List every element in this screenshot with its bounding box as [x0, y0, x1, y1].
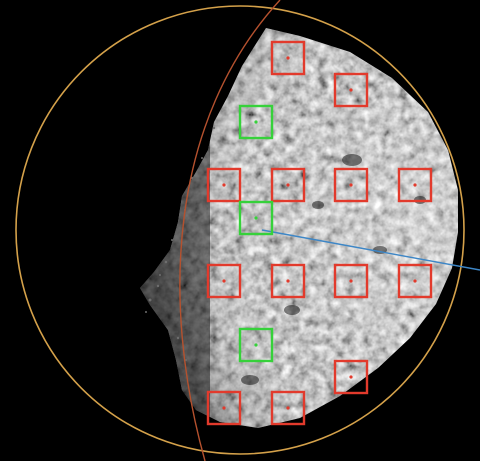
- marker-box[interactable]: [333, 359, 369, 395]
- marker-center-dot: [413, 279, 417, 283]
- marker-box[interactable]: [206, 167, 242, 203]
- marker-box[interactable]: [333, 72, 369, 108]
- marker-box[interactable]: [270, 40, 306, 76]
- marker-rejected-4[interactable]: [206, 167, 242, 203]
- marker-center-dot: [222, 406, 226, 410]
- terminator-arc: [179, 0, 281, 461]
- limb-fragments: [145, 126, 216, 361]
- marker-rejected-14[interactable]: [333, 359, 369, 395]
- marker-center-dot: [286, 56, 290, 60]
- marker-center-dot: [349, 375, 353, 379]
- marker-center-dot: [349, 88, 353, 92]
- sample-site-markers: [206, 40, 433, 426]
- marker-box[interactable]: [206, 390, 242, 426]
- marker-box[interactable]: [397, 167, 433, 203]
- marker-center-dot: [254, 216, 258, 220]
- marker-center-dot: [286, 406, 290, 410]
- marker-rejected-12[interactable]: [397, 263, 433, 299]
- marker-box[interactable]: [270, 167, 306, 203]
- marker-center-dot: [254, 120, 258, 124]
- marker-box[interactable]: [206, 263, 242, 299]
- marker-box[interactable]: [238, 104, 274, 140]
- marker-box[interactable]: [397, 263, 433, 299]
- marker-selected-8[interactable]: [238, 200, 274, 236]
- marker-center-dot: [286, 183, 290, 187]
- marker-box[interactable]: [270, 263, 306, 299]
- sun-vector-line: [261, 229, 480, 271]
- marker-rejected-5[interactable]: [270, 167, 306, 203]
- marker-box[interactable]: [270, 390, 306, 426]
- limb-circle-outline: [15, 5, 465, 455]
- marker-center-dot: [222, 279, 226, 283]
- marker-box[interactable]: [333, 167, 369, 203]
- marker-center-dot: [254, 343, 258, 347]
- marker-center-dot: [349, 183, 353, 187]
- marker-box[interactable]: [238, 200, 274, 236]
- marker-selected-3[interactable]: [238, 104, 274, 140]
- marker-center-dot: [349, 279, 353, 283]
- marker-rejected-6[interactable]: [333, 167, 369, 203]
- marker-center-dot: [413, 183, 417, 187]
- marker-rejected-9[interactable]: [206, 263, 242, 299]
- marker-rejected-1[interactable]: [270, 40, 306, 76]
- marker-center-dot: [286, 279, 290, 283]
- marker-box[interactable]: [333, 263, 369, 299]
- marker-rejected-15[interactable]: [206, 390, 242, 426]
- marker-rejected-7[interactable]: [397, 167, 433, 203]
- marker-rejected-2[interactable]: [333, 72, 369, 108]
- marker-selected-13[interactable]: [238, 327, 274, 363]
- marker-rejected-10[interactable]: [270, 263, 306, 299]
- marker-center-dot: [222, 183, 226, 187]
- marker-rejected-16[interactable]: [270, 390, 306, 426]
- marker-box[interactable]: [238, 327, 274, 363]
- marker-rejected-11[interactable]: [333, 263, 369, 299]
